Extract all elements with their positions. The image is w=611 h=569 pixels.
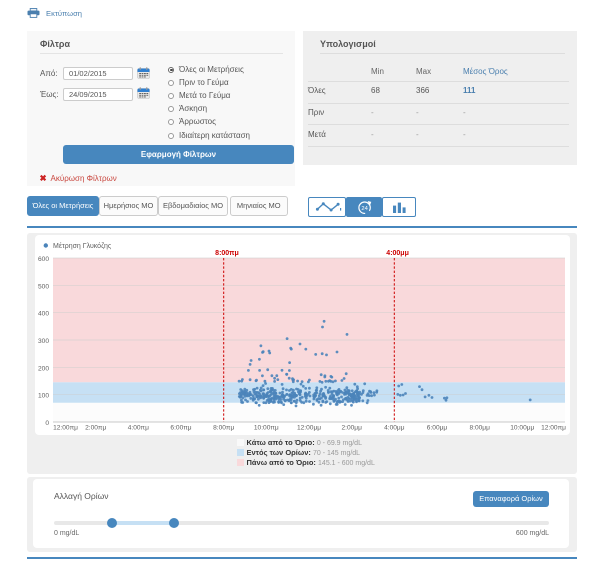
svg-text:24: 24 [361,206,368,212]
svg-text:6:00μμ: 6:00μμ [427,425,448,432]
svg-text:10:00πμ: 10:00πμ [254,425,279,432]
svg-text:2:00μμ: 2:00μμ [341,425,362,432]
svg-text:Μέτρηση Γλυκόζης: Μέτρηση Γλυκόζης [53,242,112,250]
svg-text:4:00μμ: 4:00μμ [384,425,405,432]
svg-text:300: 300 [38,338,49,345]
svg-text:4:00πμ: 4:00πμ [128,425,149,432]
svg-text:500: 500 [38,283,49,290]
svg-text:2:00πμ: 2:00πμ [85,425,106,432]
svg-text:8:00μμ: 8:00μμ [469,425,490,432]
svg-text:6:00πμ: 6:00πμ [170,425,191,432]
svg-text:4:00μμ: 4:00μμ [386,250,409,257]
svg-text:100: 100 [38,393,49,400]
svg-text:200: 200 [38,365,49,372]
svg-text:400: 400 [38,311,49,318]
svg-text:12:00πμ: 12:00πμ [541,425,566,432]
svg-text:12:00πμ: 12:00πμ [53,425,78,432]
svg-text:12:00μμ: 12:00μμ [297,425,321,432]
svg-text:8:00πμ: 8:00πμ [213,425,234,432]
svg-text:0: 0 [45,420,49,427]
svg-text:600: 600 [38,256,49,263]
svg-text:8:00πμ: 8:00πμ [215,250,239,257]
svg-text:10:00μμ: 10:00μμ [510,425,534,432]
